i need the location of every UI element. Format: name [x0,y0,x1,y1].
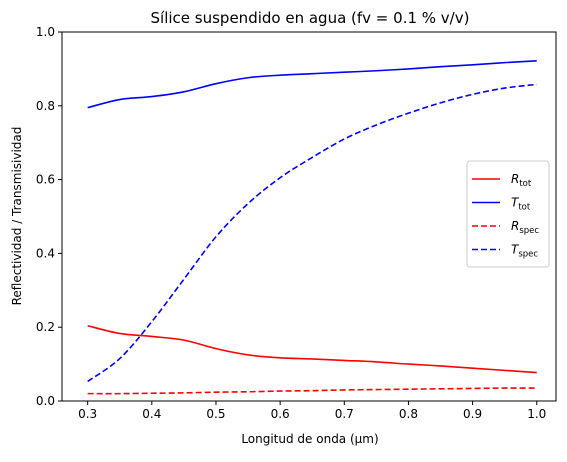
y-tick-label: 0.6 [36,173,55,187]
legend-label: Ttot [511,196,531,213]
legend-entries: Rtot Ttot Rspec Tspec [472,172,539,260]
y-tick-label: 0.4 [36,246,55,260]
x-tick-label: 0.7 [335,407,354,421]
y-tick-label: 0.0 [36,394,55,408]
y-tick-label: 0.2 [36,320,55,334]
axes-frame [61,31,557,402]
x-tick-label: 0.6 [271,407,290,421]
legend: Rtot Ttot Rspec Tspec [466,160,550,268]
x-tick-label: 0.9 [463,407,482,421]
y-tick-label: 1.0 [36,25,55,39]
legend-label: Tspec [511,243,538,260]
y-tick-label: 0.8 [36,99,55,113]
x-tick-label: 0.5 [206,407,225,421]
chart-title: Sílice suspendido en agua (fv = 0.1 % v/… [151,9,470,27]
x-ticks: 0.3 0.4 0.5 0.6 0.7 0.8 0.9 1.0 [78,401,546,421]
series-line-r-tot [87,324,537,374]
series-line-t-spec [87,83,537,383]
series-line-r-spec [87,387,537,395]
legend-label: Rtot [511,172,532,189]
x-tick-label: 1.0 [527,407,546,421]
series-layer [87,59,537,395]
x-tick-label: 0.4 [142,407,161,421]
series-line-t-tot [87,59,537,109]
x-tick-label: 0.8 [399,407,418,421]
y-axis-label: Reflectividad / Transmisividad [10,127,24,306]
legend-box [466,160,550,268]
x-tick-label: 0.3 [78,407,97,421]
x-axis-label: Longitud de onda (μm) [241,432,378,446]
y-ticks: 0.0 0.2 0.4 0.6 0.8 1.0 [36,25,62,408]
legend-label: Rspec [511,219,539,236]
